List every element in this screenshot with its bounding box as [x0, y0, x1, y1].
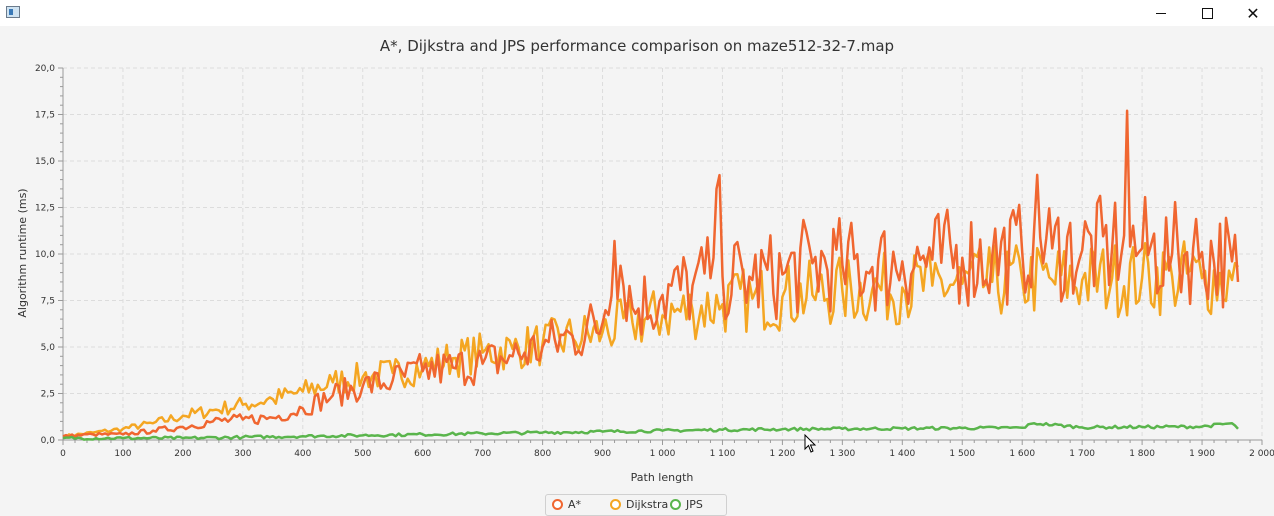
x-tick-label: 500 — [354, 449, 371, 459]
legend-marker-icon — [670, 499, 681, 510]
app-icon — [6, 6, 20, 18]
y-axis-label: Algorithm runtime (ms) — [16, 188, 29, 317]
legend-label: A* — [568, 498, 582, 511]
grid-lines — [63, 67, 1263, 440]
series-line-jps — [62, 421, 1239, 441]
x-tick-label: 400 — [294, 449, 311, 459]
window-title-bar: ✕ — [0, 0, 1274, 26]
maximize-icon — [1201, 7, 1213, 19]
x-tick-label: 100 — [114, 449, 131, 459]
y-tick-label: 20,0 — [35, 64, 55, 74]
legend-item-jps: JPS — [670, 498, 703, 511]
series-line-a-star — [62, 109, 1240, 439]
legend-item-dijkstra: Dijkstra — [610, 498, 668, 511]
legend-label: Dijkstra — [626, 498, 669, 511]
x-tick-label: 1 700 — [1069, 449, 1095, 459]
x-tick-label: 1 900 — [1189, 449, 1215, 459]
x-tick-label: 0 — [60, 449, 66, 459]
x-tick-label: 1 800 — [1129, 449, 1155, 459]
y-tick-label: 12,5 — [35, 204, 55, 214]
x-tick-label: 1 500 — [949, 449, 975, 459]
y-tick-label: 5,0 — [41, 343, 56, 353]
close-button[interactable]: ✕ — [1230, 0, 1274, 26]
x-tick-label: 200 — [174, 449, 191, 459]
line-chart: A*, Dijkstra and JPS performance compari… — [16, 37, 1274, 484]
y-tick-label: 15,0 — [35, 157, 55, 167]
maximize-button[interactable] — [1184, 0, 1230, 26]
series-line-dijkstra — [62, 240, 1239, 439]
x-tick-label: 300 — [234, 449, 251, 459]
x-tick-label: 700 — [474, 449, 491, 459]
legend-marker-icon — [610, 499, 621, 510]
legend-label: JPS — [686, 498, 703, 511]
y-tick-label: 17,5 — [35, 111, 55, 121]
x-tick-label: 1 000 — [650, 449, 676, 459]
x-tick-label: 900 — [594, 449, 611, 459]
legend-marker-icon — [552, 499, 563, 510]
axes: 0 100 200 300 400 500 600 700 800 900 1 000 1 100 1 … — [35, 64, 1274, 459]
y-tick-label: 10,0 — [35, 250, 55, 260]
x-tick-label: 2 000 — [1249, 449, 1274, 459]
minimize-button[interactable] — [1138, 0, 1184, 26]
y-tick-label: 2,5 — [41, 390, 55, 400]
x-tick-label: 1 400 — [889, 449, 915, 459]
y-tick-label: 7,5 — [41, 297, 55, 307]
x-tick-label: 1 600 — [1009, 449, 1035, 459]
x-tick-label: 800 — [534, 449, 551, 459]
legend-item-a-star: A* — [552, 498, 581, 511]
x-tick-label: 1 100 — [710, 449, 736, 459]
chart-title: A*, Dijkstra and JPS performance compari… — [380, 37, 894, 55]
y-tick-label: 0,0 — [41, 436, 56, 446]
close-icon: ✕ — [1246, 3, 1260, 23]
series-layer — [62, 109, 1240, 441]
x-axis-label: Path length — [631, 471, 694, 484]
x-tick-label: 1 200 — [770, 449, 796, 459]
x-tick-label: 1 300 — [829, 449, 855, 459]
mouse-cursor-icon — [804, 434, 817, 453]
chart-legend: A* Dijkstra JPS — [545, 494, 727, 516]
minimize-icon — [1156, 12, 1166, 14]
x-tick-label: 600 — [414, 449, 431, 459]
